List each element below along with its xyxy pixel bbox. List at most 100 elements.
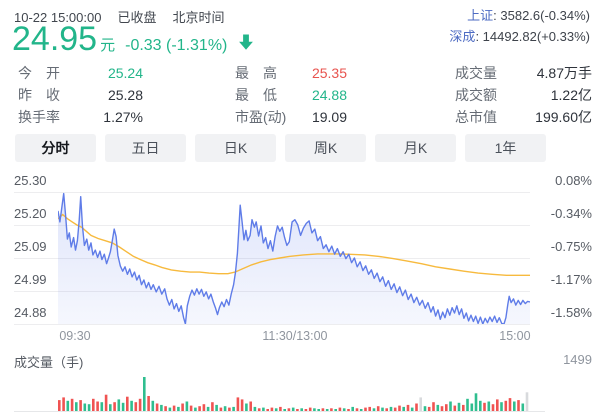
- volume-bar: [198, 406, 201, 411]
- current-price: 24.95: [12, 20, 98, 58]
- volume-bar: [479, 400, 482, 411]
- stats-column: 成交量 4.87万手 成交额 1.22亿 总市值 199.60亿: [455, 62, 592, 128]
- tab-月K[interactable]: 月K: [375, 134, 456, 162]
- volume-bar: [393, 407, 397, 411]
- stat-row: 换手率 1.27%: [18, 106, 143, 128]
- stat-label: 今 开: [18, 65, 60, 81]
- volume-bar: [283, 409, 286, 411]
- tab-日K[interactable]: 日K: [195, 134, 276, 162]
- quote-datetime: 10-22 15:00:00: [14, 10, 102, 25]
- volume-bar: [376, 406, 380, 411]
- volume-bar: [402, 406, 405, 411]
- volume-bar: [134, 402, 138, 411]
- volume-bar: [109, 404, 112, 411]
- volume-bar: [70, 398, 74, 411]
- volume-bar: [66, 400, 70, 411]
- volume-bar: [487, 401, 491, 411]
- index-quote[interactable]: 深成: 14492.82(+0.33%): [449, 26, 590, 47]
- tab-1年[interactable]: 1年: [465, 134, 546, 162]
- volume-bar: [474, 393, 478, 411]
- volume-pane-title: 成交量（手): [14, 355, 84, 370]
- volume-bar: [117, 399, 121, 411]
- volume-bar: [113, 402, 116, 411]
- volume-bar: [317, 409, 320, 411]
- time-axis-tick: 09:30: [59, 329, 91, 343]
- volume-bar: [500, 402, 503, 411]
- stat-label: 总市值: [455, 109, 497, 125]
- index-name[interactable]: 深成: [449, 29, 476, 44]
- volume-bar: [215, 404, 218, 411]
- stat-label: 成交量: [455, 65, 497, 81]
- volume-bar: [296, 409, 299, 411]
- stats-column: 今 开 25.24 昨 收 25.28 换手率 1.27%: [18, 62, 143, 128]
- volume-bar: [92, 398, 95, 411]
- stat-row: 成交额 1.22亿: [455, 84, 592, 106]
- stat-row: 最 高 25.35: [235, 62, 347, 84]
- stat-row: 成交量 4.87万手: [455, 62, 592, 84]
- quote-status-row: 10-22 15:00:00 已收盘 北京时间: [14, 7, 241, 26]
- price-line: [58, 192, 530, 324]
- volume-bar: [181, 403, 184, 411]
- volume-bar: [342, 408, 346, 411]
- volume-bar: [266, 409, 269, 411]
- percent-axis-tick: -0.75%: [550, 239, 592, 254]
- volume-bar: [240, 399, 244, 411]
- volume-bar: [245, 403, 248, 411]
- volume-bar: [185, 401, 189, 411]
- volume-bar: [151, 400, 155, 411]
- volume-bar: [130, 400, 133, 411]
- chart-gridline: [14, 324, 530, 325]
- volume-bar: [96, 401, 99, 411]
- price-axis-tick: 25.09: [14, 239, 47, 254]
- price-chart-plot[interactable]: [58, 178, 530, 324]
- tab-分时[interactable]: 分时: [15, 134, 96, 162]
- tab-五日[interactable]: 五日: [105, 134, 186, 162]
- volume-bar: [525, 392, 529, 411]
- price-change: -0.33 (-1.31%): [125, 37, 228, 54]
- stat-value: 1.27%: [103, 109, 143, 125]
- volume-bar: [308, 407, 312, 411]
- volume-bar: [121, 402, 125, 411]
- stat-label: 最 低: [235, 87, 277, 103]
- price-axis-tick: 24.88: [14, 305, 47, 320]
- volume-bar: [143, 377, 146, 411]
- volume-bar: [168, 407, 172, 411]
- down-arrow-icon: [237, 33, 255, 56]
- price-area-fill: [58, 193, 530, 324]
- volume-bar: [521, 403, 525, 411]
- chart-gridline: [14, 225, 530, 226]
- stat-value: 24.88: [311, 87, 347, 103]
- index-name[interactable]: 上证: [467, 8, 494, 23]
- volume-bar: [177, 406, 180, 411]
- stat-value: 4.87万手: [536, 65, 592, 81]
- volume-bar: [432, 402, 435, 411]
- volume-bar: [291, 407, 295, 411]
- volume-bar: [517, 400, 520, 411]
- volume-bar: [321, 408, 325, 411]
- percent-axis-tick: -0.34%: [550, 206, 592, 221]
- stat-value: 25.28: [107, 87, 143, 103]
- volume-bar: [219, 407, 223, 411]
- volume-bars-plot[interactable]: [58, 375, 530, 411]
- volume-bar: [513, 401, 516, 411]
- volume-bar: [496, 399, 499, 411]
- volume-bar: [415, 403, 418, 411]
- stat-row: 今 开 25.24: [18, 62, 143, 84]
- volume-bar: [427, 406, 431, 411]
- volume-bar: [483, 402, 486, 411]
- volume-bar: [423, 406, 427, 411]
- volume-bar: [172, 405, 176, 411]
- volume-bar: [334, 409, 337, 411]
- volume-bar: [274, 408, 278, 411]
- index-quote[interactable]: 上证: 3582.6(-0.34%): [449, 5, 590, 26]
- tab-周K[interactable]: 周K: [285, 134, 366, 162]
- volume-bar: [462, 404, 465, 411]
- volume-bar: [194, 407, 197, 411]
- volume-bar: [104, 394, 108, 411]
- volume-bar: [164, 406, 167, 411]
- index-value: : 3582.6(-0.34%): [493, 8, 590, 23]
- percent-axis-tick: 0.08%: [555, 173, 592, 188]
- stat-label: 昨 收: [18, 87, 60, 103]
- volume-bar: [398, 405, 401, 411]
- time-axis-tick: 11:30/13:00: [262, 329, 328, 343]
